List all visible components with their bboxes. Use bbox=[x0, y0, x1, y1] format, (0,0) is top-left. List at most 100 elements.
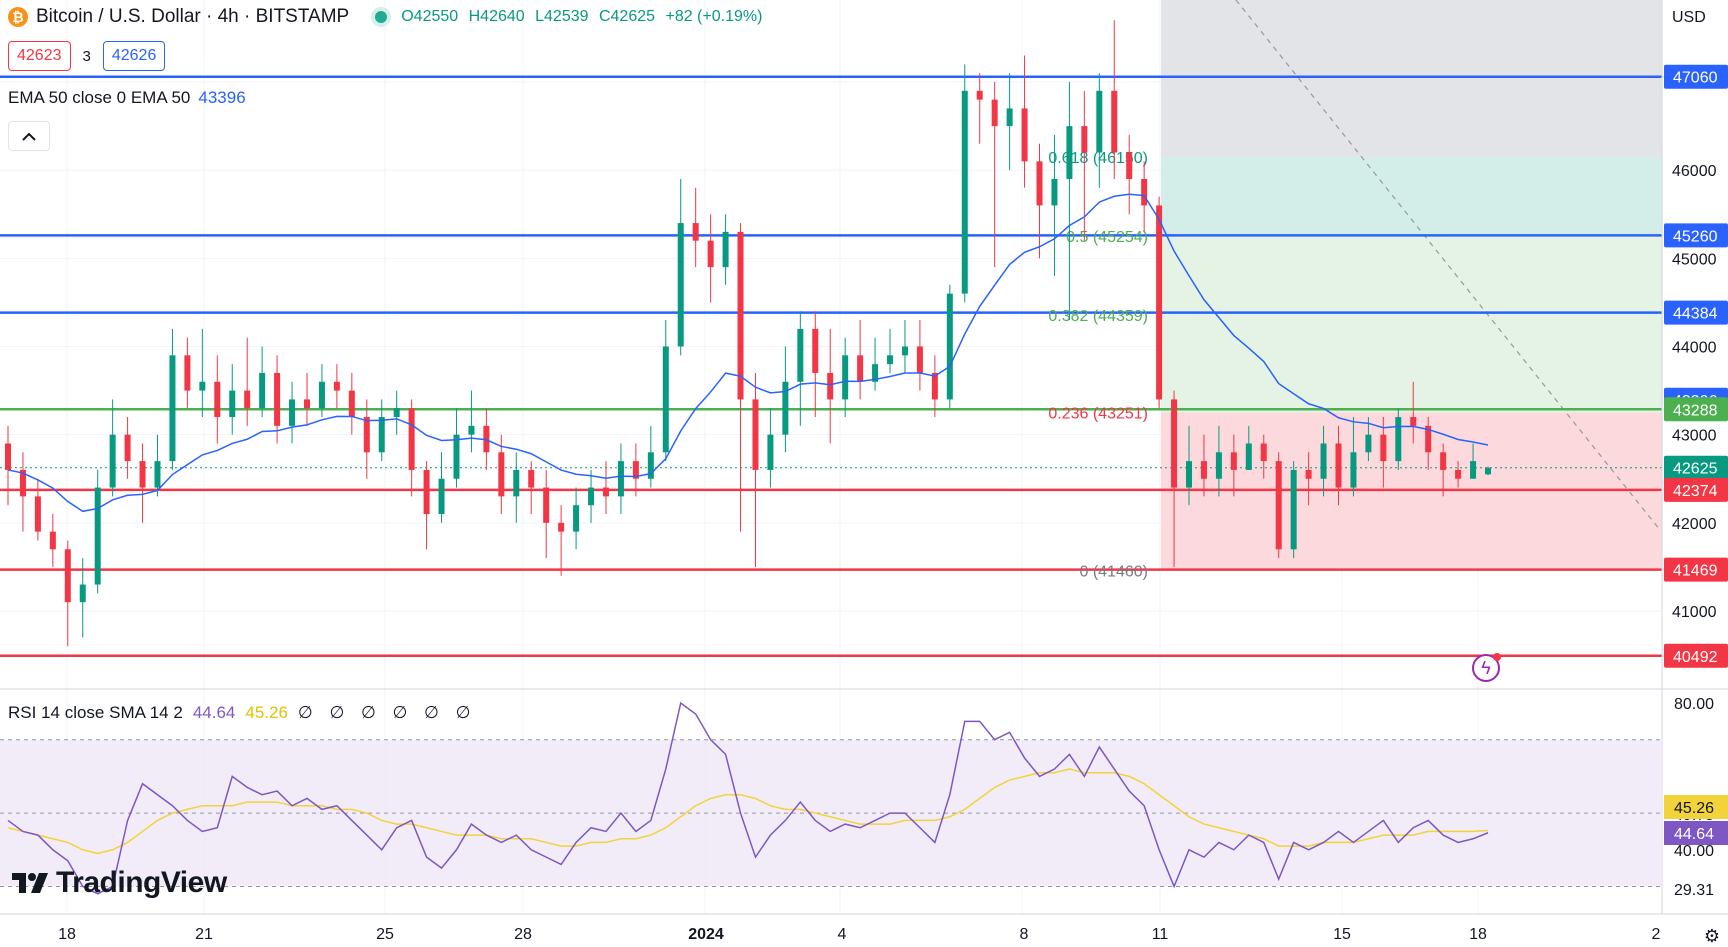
candle-body bbox=[692, 223, 699, 241]
candle-body bbox=[543, 487, 550, 523]
rsi-sma-legend-value: 45.26 bbox=[245, 703, 288, 722]
candle-body bbox=[827, 372, 834, 400]
settings-icon[interactable]: ⚙ bbox=[1703, 926, 1720, 946]
candle-body bbox=[961, 90, 968, 294]
candle-body bbox=[857, 355, 864, 382]
candle-body bbox=[109, 434, 116, 488]
candle-body bbox=[602, 487, 609, 497]
price-tag-text: 43288 bbox=[1673, 402, 1718, 419]
ema-legend[interactable]: EMA 50 close 0 EMA 50 43396 bbox=[8, 88, 246, 108]
candle-body bbox=[1021, 108, 1028, 162]
candle-body bbox=[1156, 205, 1163, 400]
green-zone bbox=[1161, 235, 1662, 413]
candle-body bbox=[1275, 461, 1282, 550]
candle-body bbox=[1141, 178, 1148, 206]
lightning-icon[interactable]: ϟ bbox=[1472, 653, 1501, 682]
time-axis-tick: 28 bbox=[514, 926, 532, 943]
candle-body bbox=[1260, 443, 1267, 462]
rsi-value-tag-text: 45.26 bbox=[1674, 800, 1714, 817]
candle-body bbox=[1320, 443, 1327, 479]
tradingview-logo[interactable]: TradingView bbox=[12, 866, 227, 900]
price-tag bbox=[1664, 223, 1728, 248]
candle-body bbox=[1410, 417, 1417, 426]
ohlc-change: +82 (+0.19%) bbox=[665, 8, 763, 25]
ema-line bbox=[7, 193, 1489, 513]
grey-zone bbox=[1161, 0, 1662, 157]
sell-button[interactable]: 42623 bbox=[8, 41, 71, 71]
fib-level-label: 0.382 (44359) bbox=[1048, 308, 1148, 325]
candle-body bbox=[1186, 461, 1193, 488]
price-tag-text: 42625 bbox=[1673, 461, 1718, 478]
candle-body bbox=[303, 399, 310, 409]
candle-body bbox=[1081, 126, 1088, 153]
candle-body bbox=[737, 231, 744, 400]
candle-body bbox=[274, 372, 281, 426]
price-tag bbox=[1664, 477, 1728, 502]
fib-level-label: 0.618 (46150) bbox=[1048, 150, 1148, 167]
candle-body bbox=[677, 223, 684, 347]
time-axis-tick: 21 bbox=[195, 926, 213, 943]
candle-body bbox=[707, 240, 714, 268]
candle-body bbox=[94, 487, 101, 585]
candle-body bbox=[199, 381, 206, 391]
price-tag bbox=[1664, 557, 1728, 582]
candle-body bbox=[782, 381, 789, 435]
candle-body bbox=[1440, 452, 1447, 470]
candle-body bbox=[1380, 434, 1387, 462]
candle-body bbox=[19, 469, 26, 497]
candle-body bbox=[901, 346, 908, 356]
price-axis-tick: 43000 bbox=[1672, 428, 1717, 445]
candle-body bbox=[1126, 152, 1133, 179]
candle-body bbox=[1335, 443, 1342, 488]
dashed-trend-line bbox=[1235, 0, 1661, 531]
candle-body bbox=[662, 346, 669, 453]
candle-body bbox=[184, 355, 191, 391]
candle-body bbox=[214, 381, 221, 418]
collapse-legend-button[interactable] bbox=[8, 121, 50, 151]
candle-body bbox=[289, 399, 296, 426]
market-status-icon[interactable] bbox=[375, 11, 388, 23]
candle-body bbox=[49, 531, 56, 550]
rsi-legend-value: 44.64 bbox=[192, 703, 236, 722]
rsi-axis-tick: 29.31 bbox=[1674, 882, 1714, 899]
candle-body bbox=[1215, 452, 1222, 479]
buy-button[interactable]: 42626 bbox=[102, 41, 166, 71]
candle-body bbox=[931, 372, 938, 400]
candle-body bbox=[1171, 399, 1178, 488]
candle-body bbox=[1230, 452, 1237, 470]
price-axis-tick: 42000 bbox=[1672, 516, 1717, 533]
candle-body bbox=[169, 355, 176, 462]
candle-body bbox=[1485, 467, 1491, 475]
candle-body bbox=[617, 461, 624, 497]
bitcoin-icon: ₿ bbox=[8, 7, 28, 27]
rsi-sma-line bbox=[7, 768, 1489, 855]
time-axis-tick: 2 bbox=[1652, 926, 1661, 943]
candle-body bbox=[124, 434, 131, 462]
ohlc-values: O42550 H42640 L42539 C42625 +82 (+0.19%) bbox=[401, 8, 768, 26]
price-axis-tick: 45000 bbox=[1672, 251, 1717, 268]
candle-body bbox=[79, 584, 86, 603]
time-axis-tick: 8 bbox=[1020, 926, 1029, 943]
rsi-value-tag-text: 44.64 bbox=[1674, 826, 1714, 843]
candle-body bbox=[363, 417, 370, 453]
rsi-legend[interactable]: RSI 14 close SMA 14 2 44.64 45.26 ∅ ∅ ∅ ∅ ∅… bbox=[8, 703, 476, 723]
time-axis-tick: 18 bbox=[1469, 926, 1487, 943]
symbol-title[interactable]: Bitcoin / U.S. Dollar · 4h · BITSTAMP bbox=[36, 6, 350, 27]
price-tag bbox=[1664, 64, 1728, 89]
time-axis-tick: 15 bbox=[1333, 926, 1351, 943]
candle-body bbox=[812, 328, 819, 373]
candle-body bbox=[244, 390, 251, 409]
tradingview-logo-text: TradingView bbox=[56, 866, 227, 899]
candle-body bbox=[229, 390, 236, 418]
candle-body bbox=[1470, 461, 1477, 479]
candle-body bbox=[1290, 469, 1297, 550]
candle-body bbox=[438, 478, 445, 515]
fib-level-label: 0.5 (45254) bbox=[1066, 229, 1148, 246]
price-axis-tick: 46000 bbox=[1672, 163, 1717, 180]
ema-legend-label: EMA 50 close 0 EMA 50 bbox=[8, 88, 191, 107]
symbol-legend: ₿ Bitcoin / U.S. Dollar · 4h · BITSTAMP … bbox=[8, 4, 768, 30]
red-zone bbox=[1161, 412, 1662, 571]
candle-body bbox=[1305, 469, 1312, 479]
chevron-up-icon bbox=[22, 132, 36, 141]
